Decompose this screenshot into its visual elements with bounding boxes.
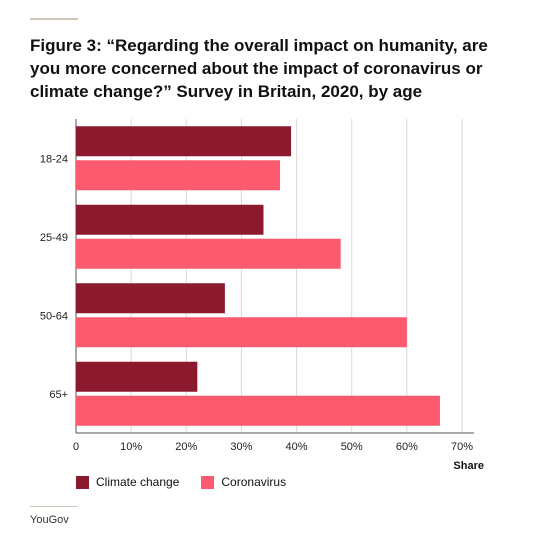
top-rule [30,18,78,20]
bar-coronavirus-50-64 [76,317,407,348]
x-tick-label: 70% [451,441,473,453]
bar-climate-65+ [76,361,198,392]
legend-item-climate: Climate change [76,475,179,489]
y-category-label: 25-49 [40,232,68,244]
bar-climate-18-24 [76,126,292,157]
y-category-label: 18-24 [40,153,68,165]
y-category-label: 65+ [49,389,68,401]
x-tick-label: 60% [396,441,418,453]
bar-climate-50-64 [76,283,225,314]
legend-label-coronavirus: Coronavirus [221,475,287,489]
legend-swatch-climate [76,475,89,489]
legend: Climate change Coronavirus [76,475,308,489]
legend-item-coronavirus: Coronavirus [201,475,286,489]
x-tick-label: 50% [341,441,363,453]
source-label: YouGov [30,514,69,526]
x-tick-label: 20% [175,441,197,453]
chart-title: Figure 3: “Regarding the overall impact … [30,36,488,101]
y-category-label: 50-64 [40,310,68,322]
x-tick-label: 40% [286,441,308,453]
x-axis-label: Share [453,460,484,472]
bottom-rule [30,506,78,507]
legend-label-climate: Climate change [96,475,180,489]
bar-coronavirus-25-49 [76,238,341,269]
legend-swatch-coronavirus [201,475,215,489]
x-tick-label: 10% [120,441,142,453]
bar-coronavirus-18-24 [76,160,281,191]
bar-climate-25-49 [76,204,264,235]
bar-coronavirus-65+ [76,395,440,426]
x-tick-label: 0 [73,441,79,453]
x-tick-label: 30% [230,441,252,453]
